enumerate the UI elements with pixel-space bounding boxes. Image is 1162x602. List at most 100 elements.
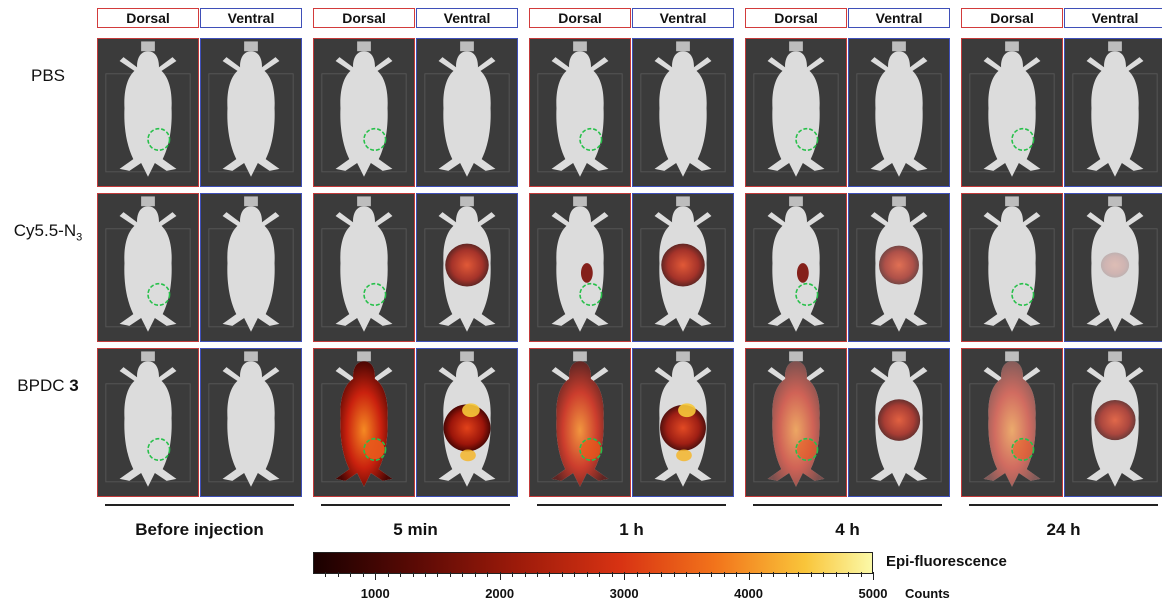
colorbar-tick: [649, 572, 650, 577]
colorbar-tick: [487, 572, 489, 577]
mouse-image-pbs-0-dorsal: [97, 38, 199, 187]
header-ventral-2: Ventral: [632, 8, 734, 28]
timepoint-underline-0: [105, 504, 294, 506]
colorbar-tick: [736, 572, 738, 577]
mouse-image-cy55-3-ventral: [848, 193, 950, 342]
colorbar-tick: [798, 572, 800, 577]
mouse-image-bpdc-0-dorsal: [97, 348, 199, 497]
mouse-image-bpdc-2-dorsal: [529, 348, 631, 497]
mouse-image-cy55-4-dorsal: [961, 193, 1063, 342]
colorbar: [313, 552, 873, 574]
colorbar-tick: [673, 572, 675, 577]
colorbar-tick: [873, 572, 874, 580]
timepoint-label-3: 4 h: [835, 520, 860, 539]
mouse-image-cy55-1-ventral: [416, 193, 518, 342]
colorbar-tick: [524, 572, 526, 577]
mouse-image-bpdc-1-dorsal: [313, 348, 415, 497]
timepoint-label-1: 5 min: [393, 520, 438, 539]
colorbar-tick: [661, 572, 663, 577]
colorbar-tick: [773, 572, 775, 577]
colorbar-tick: [748, 572, 750, 580]
mouse-image-cy55-4-ventral: [1064, 193, 1162, 342]
mouse-image-pbs-3-ventral: [848, 38, 950, 187]
mouse-image-pbs-2-ventral: [632, 38, 734, 187]
timepoint-underline-4: [969, 504, 1158, 506]
mouse-image-pbs-4-dorsal: [961, 38, 1063, 187]
mouse-image-bpdc-3-ventral: [848, 348, 950, 497]
header-ventral-1: Ventral: [416, 8, 518, 28]
mouse-image-pbs-3-dorsal: [745, 38, 847, 187]
colorbar-tick: [512, 572, 514, 577]
colorbar-tick: [723, 572, 725, 577]
header-dorsal-0: Dorsal: [97, 8, 199, 28]
mouse-image-cy55-0-dorsal: [97, 193, 199, 342]
timepoint-label-0: Before injection: [135, 520, 264, 539]
timepoint-label-2: 1 h: [619, 520, 644, 539]
colorbar-tick-label-3: 4000: [734, 586, 764, 601]
mouse-image-bpdc-4-ventral: [1064, 348, 1162, 497]
colorbar-tick: [362, 572, 364, 577]
colorbar-tick: [698, 572, 700, 577]
header-dorsal-1: Dorsal: [313, 8, 415, 28]
colorbar-tick-label-0: 1000: [360, 586, 390, 601]
row-label-bpdc: BPDC 3: [17, 376, 79, 395]
mouse-image-cy55-0-ventral: [200, 193, 302, 342]
colorbar-tick: [462, 572, 464, 577]
colorbar-tick: [425, 572, 426, 577]
colorbar-tick: [785, 572, 787, 577]
timepoint-underline-1: [321, 504, 510, 506]
colorbar-tick: [624, 572, 626, 580]
mouse-image-bpdc-1-ventral: [416, 348, 518, 497]
colorbar-tick: [337, 572, 339, 577]
mouse-image-cy55-2-dorsal: [529, 193, 631, 342]
colorbar-tick: [636, 572, 638, 577]
header-dorsal-2: Dorsal: [529, 8, 631, 28]
colorbar-tick: [537, 572, 538, 577]
colorbar-tick: [711, 572, 713, 577]
mouse-image-bpdc-3-dorsal: [745, 348, 847, 497]
colorbar-tick: [561, 572, 563, 577]
colorbar-tick: [835, 572, 837, 577]
header-ventral-3: Ventral: [848, 8, 950, 28]
colorbar-tick-label-1: 2000: [485, 586, 515, 601]
colorbar-tick: [686, 572, 688, 577]
timepoint-underline-2: [537, 504, 726, 506]
colorbar-unit: Counts: [905, 586, 950, 601]
mouse-image-pbs-1-dorsal: [313, 38, 415, 187]
mouse-image-bpdc-0-ventral: [200, 348, 302, 497]
colorbar-tick: [412, 572, 414, 577]
colorbar-tick: [611, 572, 613, 577]
mouse-image-pbs-2-dorsal: [529, 38, 631, 187]
colorbar-tick: [860, 572, 862, 577]
mouse-image-bpdc-4-dorsal: [961, 348, 1063, 497]
colorbar-tick: [375, 572, 377, 580]
colorbar-tick: [325, 572, 327, 577]
colorbar-title: Epi-fluorescence: [886, 553, 1007, 570]
mouse-image-pbs-4-ventral: [1064, 38, 1162, 187]
colorbar-tick: [449, 572, 451, 577]
colorbar-tick: [599, 572, 601, 577]
colorbar-tick: [848, 572, 850, 577]
mouse-image-pbs-0-ventral: [200, 38, 302, 187]
colorbar-tick: [586, 572, 588, 577]
colorbar-tick: [499, 572, 501, 580]
header-ventral-0: Ventral: [200, 8, 302, 28]
colorbar-tick: [437, 572, 439, 577]
mouse-image-cy55-2-ventral: [632, 193, 734, 342]
mouse-image-cy55-1-dorsal: [313, 193, 415, 342]
colorbar-tick: [387, 572, 389, 577]
colorbar-tick: [810, 572, 812, 577]
mouse-image-pbs-1-ventral: [416, 38, 518, 187]
colorbar-tick-label-2: 3000: [609, 586, 639, 601]
row-label-pbs: PBS: [30, 66, 66, 85]
colorbar-tick: [350, 572, 352, 577]
colorbar-tick: [474, 572, 476, 577]
row-label-cy55: Cy5.5-N3: [13, 221, 83, 244]
timepoint-label-4: 24 h: [1046, 520, 1081, 539]
mouse-image-bpdc-2-ventral: [632, 348, 734, 497]
colorbar-tick: [761, 572, 762, 577]
header-ventral-4: Ventral: [1064, 8, 1162, 28]
header-dorsal-4: Dorsal: [961, 8, 1063, 28]
timepoint-underline-3: [753, 504, 942, 506]
colorbar-tick: [400, 572, 402, 577]
